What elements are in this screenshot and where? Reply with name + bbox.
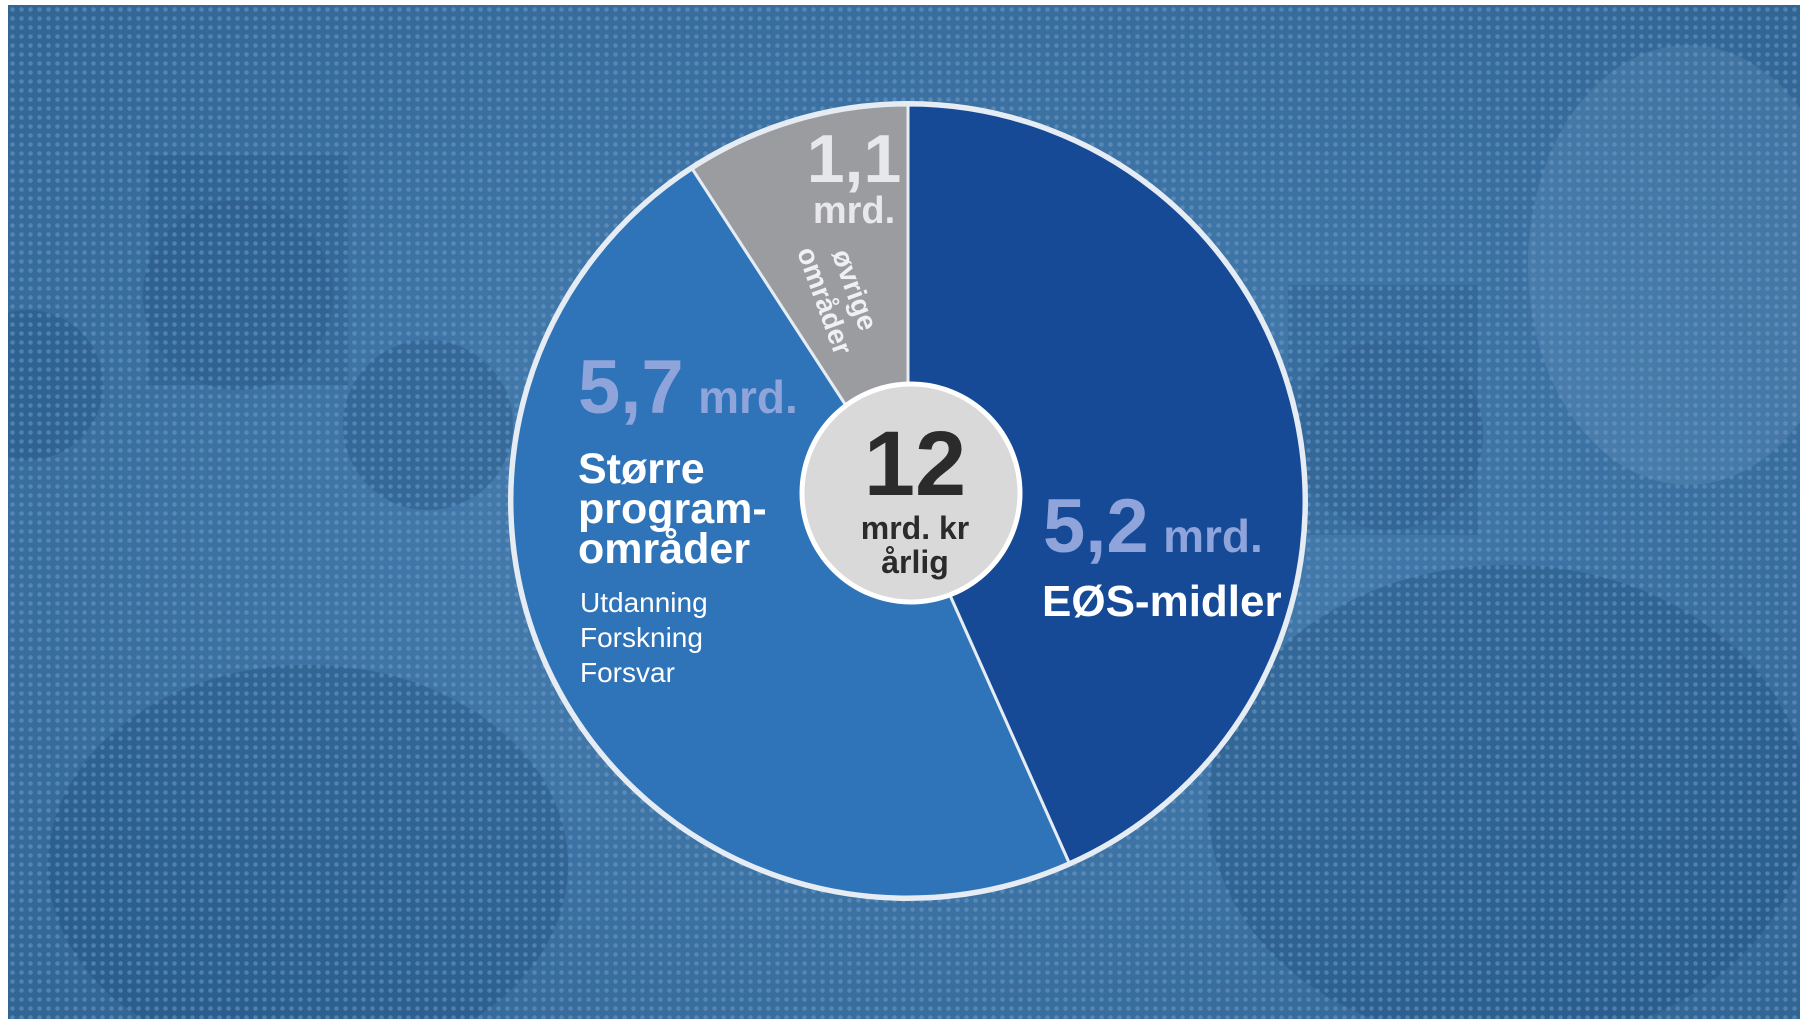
programs-name-line2: program- [578,485,767,533]
eos-value-label: 5,2 mrd. [1043,484,1263,569]
other-unit-label: mrd. [813,190,895,232]
infographic-canvas: 12 mrd. kr årlig 5,2 mrd. EØS-midler 5,7… [8,5,1800,1019]
center-total-number: 12 [864,413,966,515]
programs-name-line1: Større [578,445,705,493]
center-total-label-line2: årlig [881,544,949,580]
pie-slices [510,103,1306,899]
pie-chart: 12 mrd. kr årlig 5,2 mrd. EØS-midler 5,7… [508,101,1308,901]
pie-slice-eos-midler [906,103,1306,865]
pie-slice-storre-programomrader [510,166,1072,899]
programs-sub-utdanning: Utdanning [580,587,708,618]
center-total-label-line1: mrd. kr [861,510,969,546]
center-disc [799,381,1023,605]
eos-name-label: EØS-midler [1042,577,1282,626]
pie-outline [508,101,1308,901]
programs-value-label: 5,7 mrd. [578,345,798,430]
programs-sub-forsvar: Forsvar [580,657,675,688]
programs-sub-forskning: Forskning [580,622,703,653]
other-value-label: 1,1 [807,121,902,197]
programs-name-line3: områder [578,525,750,573]
